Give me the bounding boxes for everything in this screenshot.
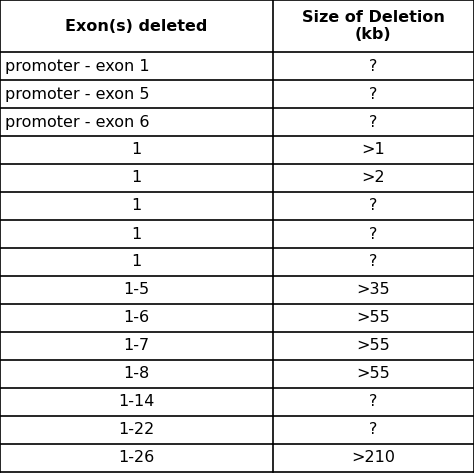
Text: 1-26: 1-26	[118, 450, 155, 465]
Text: Exon(s) deleted: Exon(s) deleted	[65, 18, 208, 34]
Text: >55: >55	[356, 338, 390, 354]
Text: 1-8: 1-8	[123, 366, 149, 382]
Text: ?: ?	[369, 86, 377, 101]
Text: 1-6: 1-6	[123, 310, 149, 326]
Text: 1: 1	[131, 255, 141, 270]
Text: >35: >35	[356, 283, 390, 298]
Text: >210: >210	[351, 450, 395, 465]
Text: 1-14: 1-14	[118, 394, 155, 410]
Text: 1-7: 1-7	[123, 338, 149, 354]
Text: ?: ?	[369, 394, 377, 410]
Text: ?: ?	[369, 115, 377, 129]
Text: >2: >2	[362, 171, 385, 185]
Text: >55: >55	[356, 310, 390, 326]
Text: promoter - exon 6: promoter - exon 6	[5, 115, 149, 129]
Text: 1: 1	[131, 143, 141, 157]
Text: ?: ?	[369, 227, 377, 241]
Text: promoter - exon 5: promoter - exon 5	[5, 86, 149, 101]
Text: >55: >55	[356, 366, 390, 382]
Text: ?: ?	[369, 422, 377, 438]
Text: ?: ?	[369, 58, 377, 73]
Text: ?: ?	[369, 255, 377, 270]
Text: 1-5: 1-5	[123, 283, 149, 298]
Text: 1: 1	[131, 199, 141, 213]
Text: ?: ?	[369, 199, 377, 213]
Text: >1: >1	[361, 143, 385, 157]
Text: 1-22: 1-22	[118, 422, 155, 438]
Text: Size of Deletion
(kb): Size of Deletion (kb)	[302, 10, 445, 42]
Text: 1: 1	[131, 171, 141, 185]
Text: 1: 1	[131, 227, 141, 241]
Text: promoter - exon 1: promoter - exon 1	[5, 58, 150, 73]
